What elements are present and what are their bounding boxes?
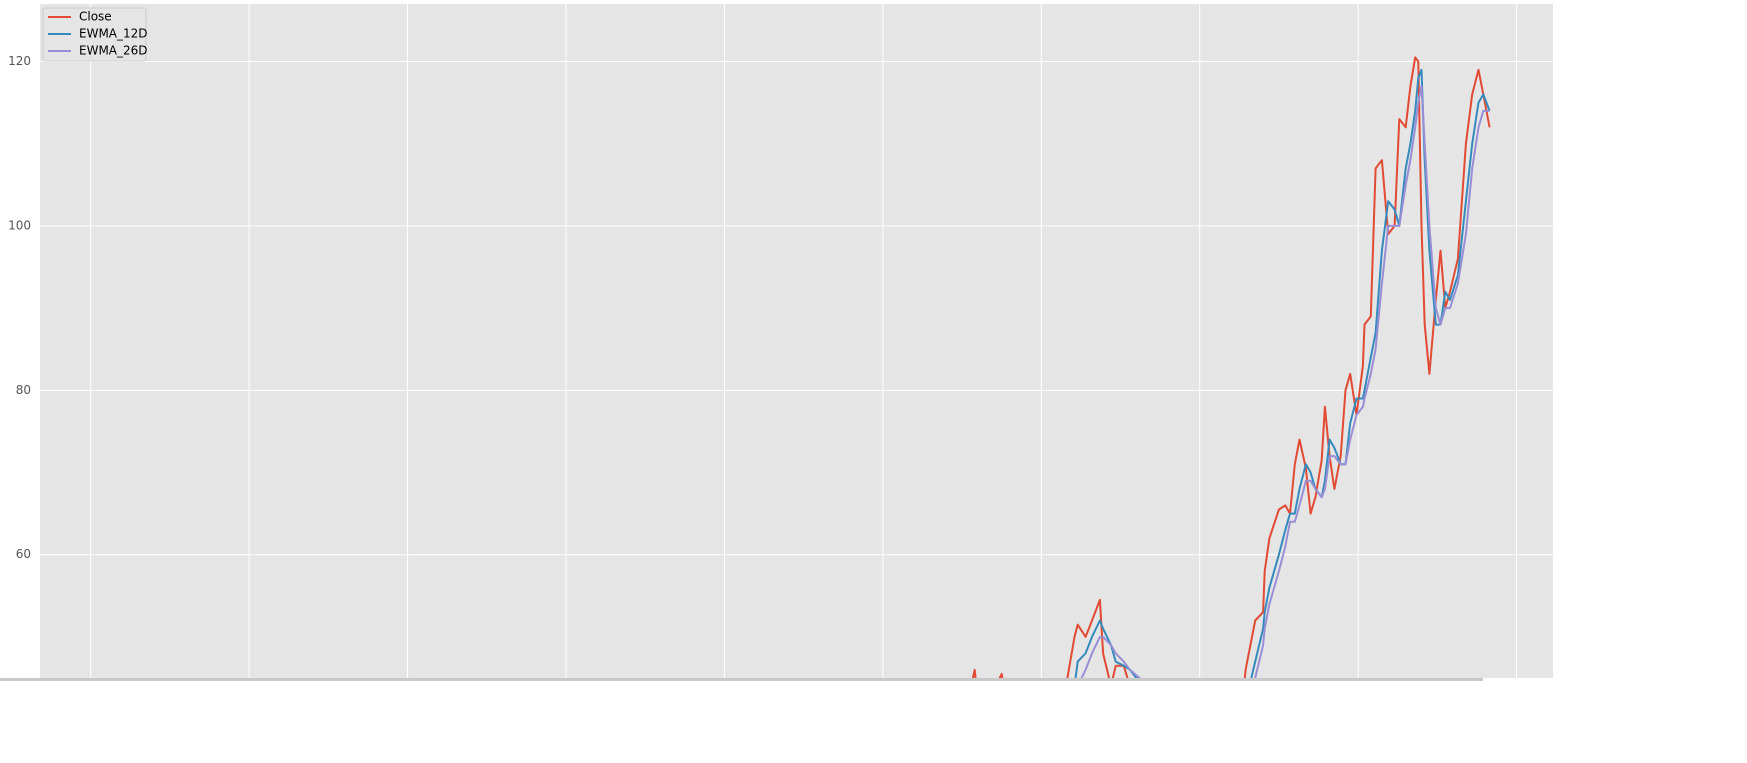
legend-label: Close <box>79 10 112 24</box>
plot-area <box>40 4 1553 678</box>
y-tick-label: 80 <box>16 383 31 397</box>
series-line <box>1080 85 1490 678</box>
axis: 60 80 100 120 <box>8 54 31 561</box>
legend-label: EWMA_26D <box>79 44 148 58</box>
y-tick-label: 100 <box>8 218 31 232</box>
legend-box <box>42 7 147 62</box>
lines <box>971 56 1491 678</box>
series-line <box>971 56 1491 678</box>
legend-label: EWMA_12D <box>79 27 148 41</box>
legend: Close EWMA_12D EWMA_26D <box>42 7 148 62</box>
window-edge <box>0 678 1483 681</box>
grid <box>40 4 1553 678</box>
y-tick-label: 60 <box>16 547 31 561</box>
y-tick-label: 120 <box>8 54 31 68</box>
